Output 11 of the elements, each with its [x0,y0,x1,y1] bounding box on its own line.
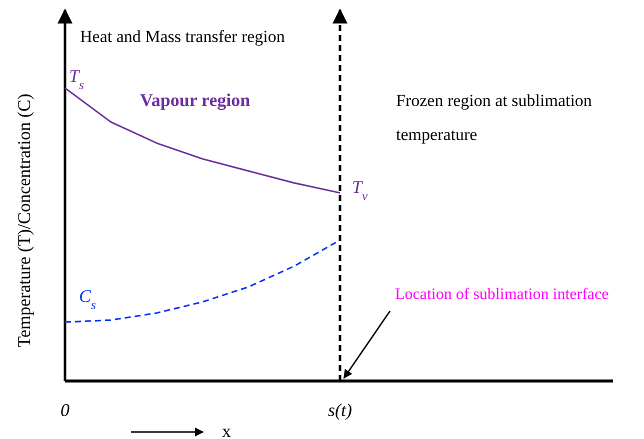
x-tick-label: 0 [60,400,70,420]
y-axis-title: Temperature (T)/Concentration (C) [14,94,34,348]
annotation: T$_{v}$ [352,176,368,203]
annotation: T$_{s}$ [69,66,84,92]
text: Heat and Mass transfer region [80,27,286,46]
annotation: Vapour region [140,90,250,110]
annotation: Location of sublimation interface [395,286,609,303]
annotation: C$_{s}$ [79,286,96,312]
text: Frozen region at sublimation temperature [396,91,592,144]
x-tick-label: s(t) [328,400,352,420]
x-axis-title: x [222,421,231,439]
